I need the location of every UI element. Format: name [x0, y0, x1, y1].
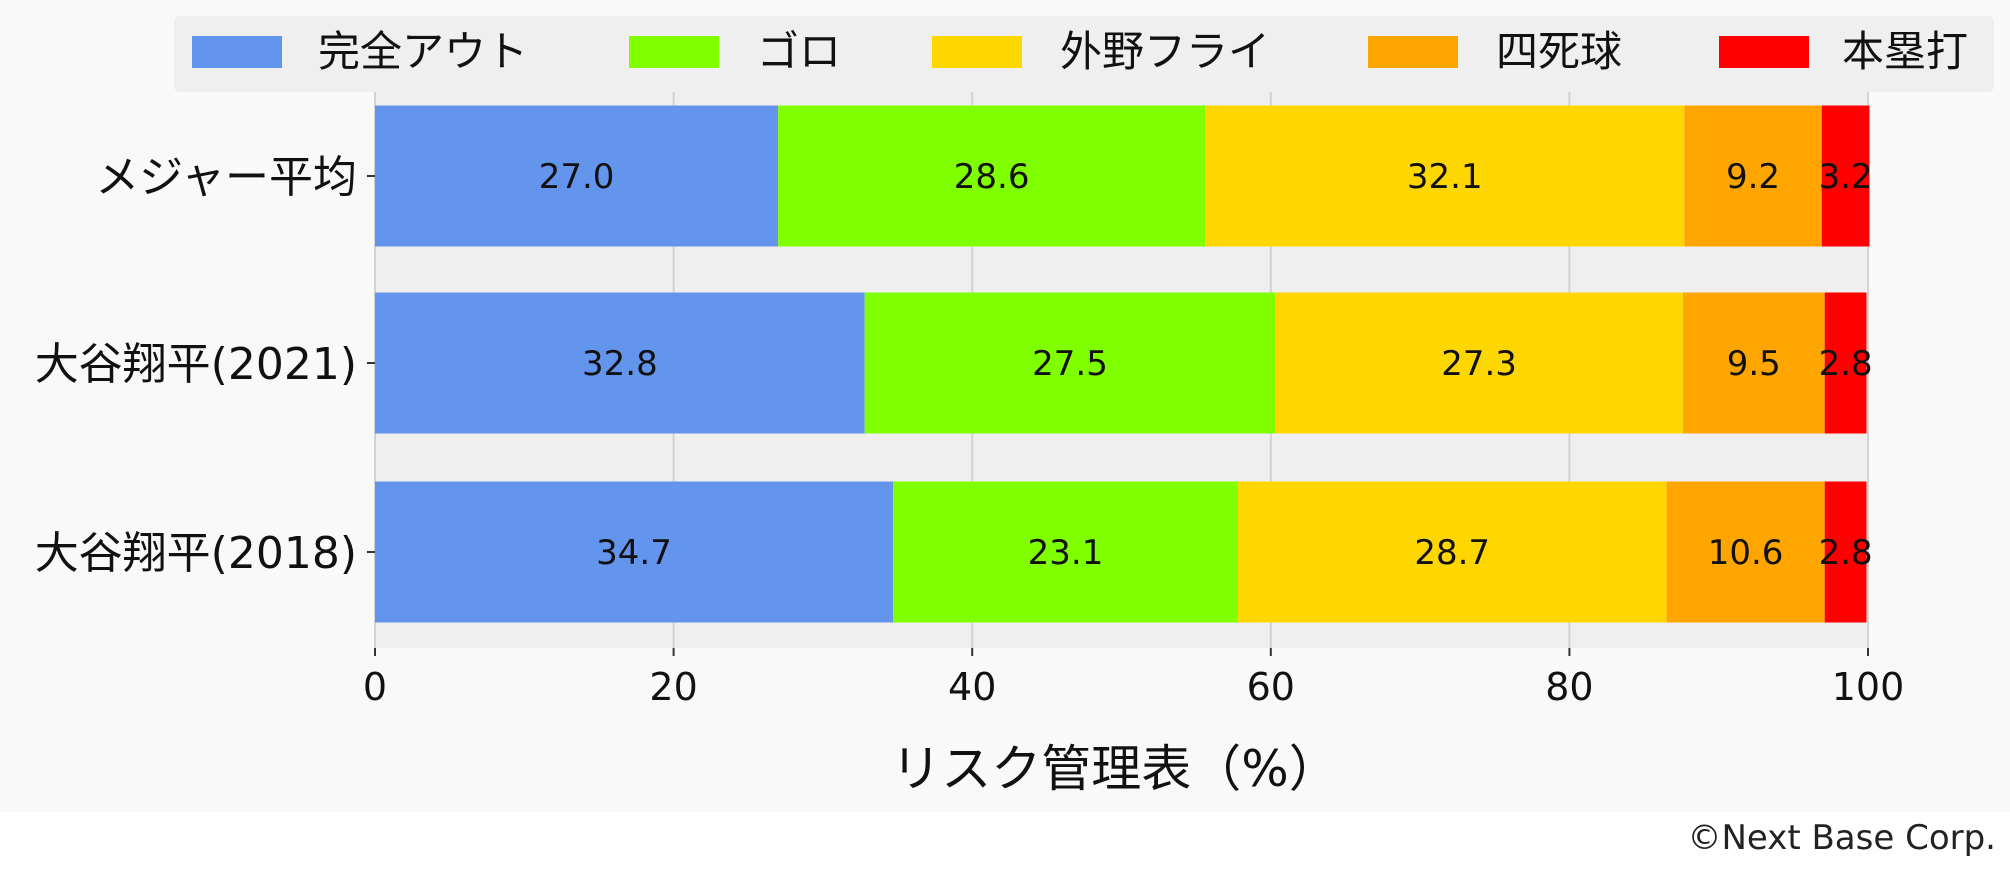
bar-2-4: [1824, 481, 1867, 623]
data-label-0-1: 28.6: [954, 157, 1030, 197]
x-axis-label: リスク管理表（%）: [891, 740, 1339, 798]
bar-0-3: [1684, 105, 1822, 247]
x-axis: 0 20 40 60 80 100: [363, 648, 1904, 709]
legend-swatch-2: [932, 36, 1022, 68]
bar-1-0: [375, 292, 865, 434]
data-label-1-0: 32.8: [582, 344, 658, 384]
legend-swatch-0: [192, 36, 282, 68]
bar-2-3: [1666, 481, 1825, 623]
x-tick-label-5: 100: [1832, 665, 1905, 709]
legend-swatch-3: [1368, 36, 1458, 68]
bar-2-0: [375, 481, 894, 623]
data-label-1-4: 2.8: [1819, 344, 1873, 384]
data-label-1-3: 9.5: [1727, 344, 1781, 384]
legend: 完全アウト ゴロ 外野フライ 四死球 本塁打: [174, 16, 1994, 92]
x-tick-label-3: 60: [1247, 665, 1295, 709]
legend-label-4: 本塁打: [1842, 27, 1968, 76]
bar-0-4: [1821, 105, 1870, 247]
x-tick-label-2: 40: [948, 665, 996, 709]
legend-label-0: 完全アウト: [318, 27, 528, 76]
legend-label-2: 外野フライ: [1060, 27, 1270, 76]
legend-label-1: ゴロ: [757, 27, 841, 76]
x-tick-label-0: 0: [363, 665, 387, 709]
bar-0-0: [375, 105, 779, 247]
data-label-2-0: 34.7: [596, 533, 672, 573]
data-label-2-1: 23.1: [1028, 533, 1104, 573]
legend-background: [174, 16, 1994, 92]
y-tick-label-0: メジャー平均: [95, 152, 357, 203]
bars: [375, 105, 1870, 623]
data-label-1-1: 27.5: [1032, 344, 1108, 384]
bar-2-1: [893, 481, 1238, 623]
data-label-0-0: 27.0: [539, 157, 615, 197]
x-tick-label-1: 20: [649, 665, 697, 709]
data-label-2-4: 2.8: [1819, 533, 1873, 573]
y-tick-label-2: 大谷翔平(2018): [35, 528, 357, 579]
data-label-2-2: 28.7: [1414, 533, 1490, 573]
bar-1-4: [1824, 292, 1867, 434]
bar-1-3: [1682, 292, 1825, 434]
data-label-1-2: 27.3: [1441, 344, 1517, 384]
bar-0-2: [1205, 105, 1685, 247]
bar-2-2: [1237, 481, 1667, 623]
data-label-0-4: 3.2: [1819, 157, 1873, 197]
data-label-0-3: 9.2: [1726, 157, 1780, 197]
legend-swatch-1: [629, 36, 719, 68]
y-tick-label-1: 大谷翔平(2021): [35, 339, 357, 390]
copyright-credit: ©Next Base Corp.: [1687, 818, 1996, 858]
legend-swatch-4: [1719, 36, 1809, 68]
data-label-2-3: 10.6: [1708, 533, 1784, 573]
bar-1-1: [864, 292, 1276, 434]
data-labels: 27.0 28.6 32.1 9.2 3.2 32.8 27.5 27.3 9.5 2.8 34.7…: [539, 157, 1873, 573]
data-label-0-2: 32.1: [1407, 157, 1483, 197]
x-tick-label-4: 80: [1545, 665, 1593, 709]
bar-1-2: [1275, 292, 1683, 434]
bar-0-1: [778, 105, 1206, 247]
legend-label-3: 四死球: [1496, 27, 1622, 76]
